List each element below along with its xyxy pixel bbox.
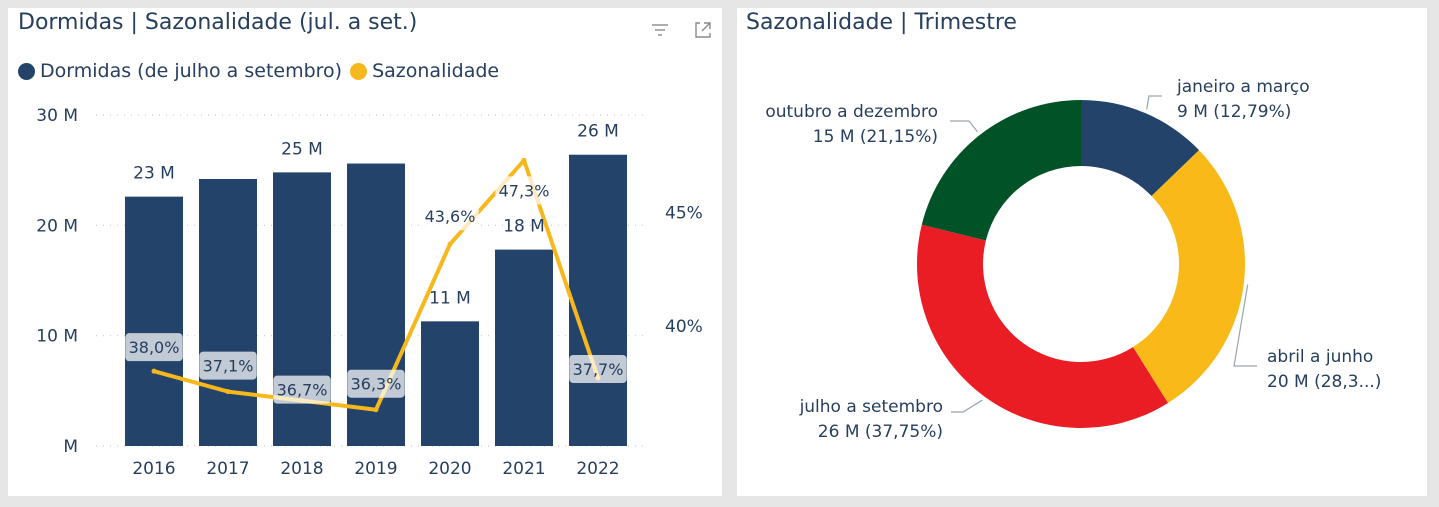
bar-2022	[569, 154, 627, 446]
line-data-label-bg	[273, 375, 331, 404]
bar-2018	[273, 172, 331, 446]
slice-value-label: 15 M (21,15%)	[813, 127, 938, 147]
line-point-2021	[521, 157, 527, 163]
donut-chart-plot: janeiro a março 9 M (12,79%) abril a junho…	[765, 77, 1381, 442]
x-tick-label: 2017	[206, 459, 249, 479]
donut-slice-3	[917, 224, 1169, 429]
bar-data-label: 11 M	[429, 288, 471, 308]
line-point-2018	[299, 398, 305, 404]
line-point-2016	[151, 368, 157, 374]
bar-2017	[199, 178, 257, 446]
leader-line	[1233, 284, 1257, 367]
line-data-label-bg	[125, 333, 183, 362]
line-data-label: 36,3%	[351, 375, 402, 394]
x-tick-label: 2020	[428, 459, 471, 479]
bar-data-label: 18 M	[503, 217, 545, 237]
donut-slice-4	[921, 100, 1081, 241]
donut-chart-card: Sazonalidade | Trimestre janeiro a março…	[737, 8, 1427, 496]
y-tick-label: 20 M	[36, 216, 78, 236]
bar-data-label: 23 M	[133, 164, 175, 184]
legend-item-sazonalidade[interactable]: Sazonalidade	[350, 60, 499, 82]
y-tick-label: M	[63, 437, 78, 457]
legend-label-sazonalidade: Sazonalidade	[372, 60, 500, 82]
line-data-label-bg	[199, 351, 257, 380]
bar-data-label: 26 M	[577, 122, 619, 142]
line-data-label: 36,7%	[277, 381, 328, 400]
bar-2020	[421, 321, 479, 446]
legend-marker-dormidas	[18, 62, 35, 80]
x-tick-label: 2016	[132, 459, 175, 479]
y2-tick-label: 40%	[665, 317, 703, 337]
slice-category-label: outubro a dezembro	[765, 102, 938, 122]
line-point-2020	[447, 241, 453, 247]
x-tick-label: 2022	[576, 459, 619, 479]
slice-value-label: 9 M (12,79%)	[1177, 102, 1291, 122]
slice-value-label: 20 M (28,3...)	[1267, 372, 1381, 392]
line-data-label: 37,7%	[573, 360, 624, 379]
donut-slice-2	[1132, 150, 1245, 404]
line-data-label: 47,3%	[499, 181, 550, 200]
x-tick-label: 2019	[354, 459, 397, 479]
leader-line	[950, 120, 978, 133]
y-tick-label: 10 M	[36, 327, 78, 347]
chart-title: Sazonalidade | Trimestre	[746, 10, 1017, 35]
combo-chart-card: Dormidas | Sazonalidade (jul. a set.) Do…	[8, 8, 722, 496]
y-tick-label: 30 M	[36, 106, 78, 126]
line-data-label-bg	[569, 354, 627, 383]
leader-line	[1146, 95, 1162, 110]
focus-mode-icon[interactable]	[693, 20, 713, 40]
x-tick-label: 2021	[502, 459, 545, 479]
bar-2019	[347, 163, 405, 446]
line-point-2022	[595, 375, 601, 381]
legend-item-dormidas[interactable]: Dormidas (de julho a setembro)	[18, 60, 342, 82]
leader-line	[951, 399, 983, 413]
slice-category-label: julho a setembro	[799, 397, 943, 417]
line-point-2019	[373, 407, 379, 413]
chart-title: Dormidas | Sazonalidade (jul. a set.)	[18, 10, 418, 35]
bar-data-label: 25 M	[281, 139, 323, 159]
line-data-label: 38,0%	[129, 338, 180, 357]
line-series-sazonalidade	[153, 158, 600, 412]
slice-value-label: 26 M (37,75%)	[818, 422, 943, 442]
legend-marker-sazonalidade	[350, 62, 368, 80]
line-point-2017	[225, 389, 231, 395]
x-tick-label: 2018	[280, 459, 323, 479]
line-data-label-bg	[347, 369, 405, 398]
donut-slice-1	[1081, 100, 1200, 196]
y2-tick-label: 45%	[665, 203, 703, 223]
chart-legend: Dormidas (de julho a setembro) Sazonalid…	[18, 60, 499, 82]
bar-2021	[495, 249, 553, 446]
slice-category-label: janeiro a março	[1176, 77, 1310, 97]
bar-2016	[125, 196, 183, 446]
line-data-label-bg	[495, 176, 553, 205]
slice-category-label: abril a junho	[1267, 347, 1373, 367]
legend-label-dormidas: Dormidas (de julho a setembro)	[40, 60, 343, 82]
line-data-label-bg	[421, 202, 479, 231]
line-data-label: 43,6%	[425, 207, 476, 226]
line-data-label: 37,1%	[203, 357, 254, 376]
filter-icon[interactable]	[650, 20, 670, 40]
